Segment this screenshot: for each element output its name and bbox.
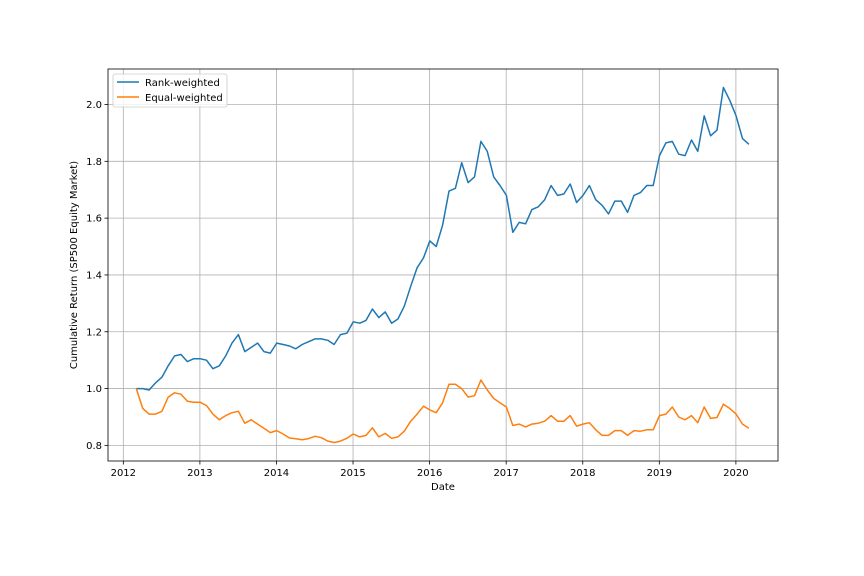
x-tick-label: 2019 <box>647 468 672 479</box>
y-tick-label: 1.0 <box>86 384 102 395</box>
x-axis-label: Date <box>431 482 455 493</box>
x-tick-label: 2018 <box>570 468 595 479</box>
series-lines <box>135 86 750 444</box>
x-tick-label: 2012 <box>111 468 136 479</box>
legend-label-equal-weighted: Equal-weighted <box>145 93 223 104</box>
x-tick-label: 2014 <box>264 468 289 479</box>
x-axis: 2012 2013 2014 2015 2016 2017 2018 2019 2020 <box>111 461 749 479</box>
x-tick-label: 2020 <box>723 468 748 479</box>
y-axis-label: Cumulative Return (SP500 Equity Market) <box>69 161 80 369</box>
x-tick-label: 2015 <box>340 468 365 479</box>
series-line-equal-weighted <box>135 379 750 444</box>
plot-frame <box>107 68 779 462</box>
y-tick-label: 2.0 <box>86 100 102 111</box>
series-line-rank-weighted <box>136 86 750 391</box>
y-tick-label: 1.2 <box>86 327 102 338</box>
legend-frame <box>112 73 228 108</box>
x-tick-label: 2016 <box>417 468 442 479</box>
legend: Rank-weighted Equal-weighted <box>112 73 228 108</box>
y-tick-label: 0.8 <box>86 441 102 452</box>
legend-label-rank-weighted: Rank-weighted <box>145 78 220 89</box>
x-tick-label: 2017 <box>493 468 518 479</box>
x-tick-label: 2013 <box>187 468 212 479</box>
y-tick-label: 1.8 <box>86 157 102 168</box>
y-axis: 0.8 1.0 1.2 1.4 1.6 1.8 2.0 <box>86 100 108 452</box>
y-tick-label: 1.6 <box>86 214 102 225</box>
y-tick-label: 1.4 <box>86 270 102 281</box>
grid <box>108 69 778 461</box>
